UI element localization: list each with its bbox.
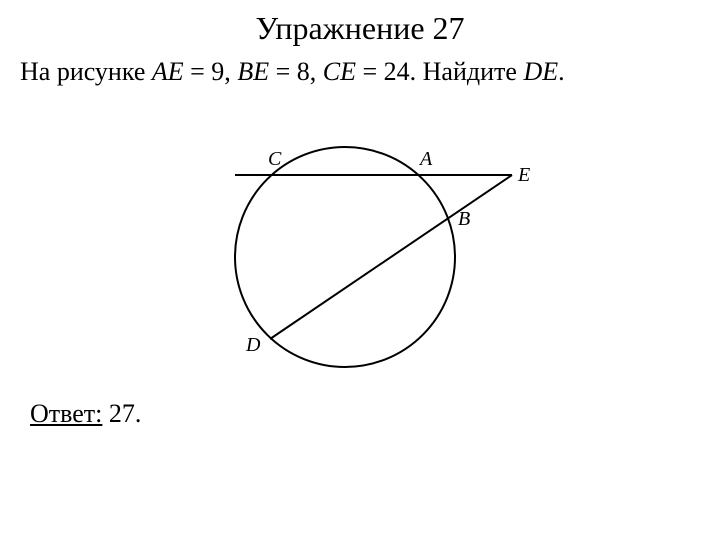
circle bbox=[235, 147, 455, 367]
eq2: = 8, bbox=[269, 57, 323, 86]
point-B-label: B bbox=[458, 208, 470, 230]
seg-BE: BE bbox=[237, 57, 269, 86]
geometry-figure: C A E B D bbox=[190, 107, 530, 387]
problem-text: На рисунке AE = 9, BE = 8, CE = 24. Найд… bbox=[0, 47, 720, 89]
point-D-label: D bbox=[245, 334, 261, 356]
answer-label: Ответ: bbox=[30, 399, 102, 428]
point-C-label: C bbox=[268, 148, 282, 170]
title: Упражнение 27 bbox=[0, 0, 720, 47]
seg-DE: DE bbox=[523, 57, 558, 86]
answer-value: 27. bbox=[102, 399, 141, 428]
slide: Упражнение 27 На рисунке AE = 9, BE = 8,… bbox=[0, 0, 720, 540]
seg-AE: AE bbox=[152, 57, 184, 86]
eq3: = 24. Найдите bbox=[356, 57, 523, 86]
problem-suffix: . bbox=[558, 57, 565, 86]
eq1: = 9, bbox=[184, 57, 238, 86]
point-E-label: E bbox=[517, 164, 530, 186]
answer: Ответ: 27. bbox=[0, 387, 720, 429]
point-A-label: A bbox=[418, 148, 433, 170]
secant-DE bbox=[270, 175, 512, 339]
seg-CE: CE bbox=[323, 57, 356, 86]
problem-prefix: На рисунке bbox=[20, 57, 152, 86]
